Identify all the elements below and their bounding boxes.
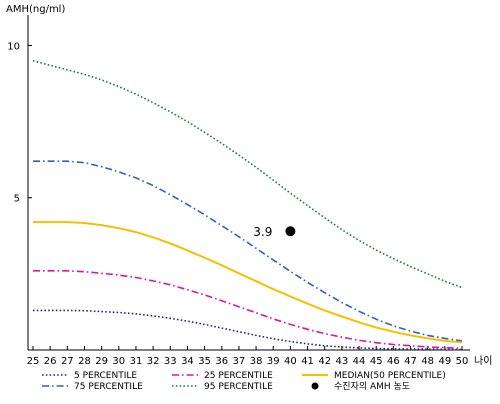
x-tick-label: 32 [147,356,160,367]
x-tick-label: 41 [301,356,314,367]
legend-label-2: MEDIAN(50 PERCENTILE) [334,371,446,381]
series-line-2 [33,160,463,342]
x-tick-label: 39 [267,356,280,367]
patient-amh-point [285,226,296,237]
series-lines [32,59,463,351]
series-line-4 [33,221,463,344]
series-line-0 [33,309,462,351]
x-tick-label: 49 [438,356,451,367]
y-axis-label: AMH(ng/ml) [6,4,65,15]
x-tick-label: 35 [198,356,211,367]
x-tick-label: 46 [387,356,400,367]
x-tick-label: 28 [78,356,91,367]
y-ticks: 5 10 [7,41,32,205]
x-tick-label: 27 [61,356,74,367]
legend-label-1: 25 PERCENTILE [204,371,273,381]
legend: 5 PERCENTILE 25 PERCENTILE MEDIAN(50 PERCE… [42,371,446,392]
x-tick-label: 25 [27,356,40,367]
patient-amh-value-label: 3.9 [253,225,272,239]
y-tick-label: 5 [14,194,20,205]
x-tick-label: 40 [284,356,297,367]
x-tick-label: 48 [421,356,434,367]
x-tick-label: 47 [404,356,417,367]
legend-label-4: 95 PERCENTILE [204,382,273,392]
x-axis-label: 나이 [474,355,492,367]
y-tick-label: 10 [7,41,20,52]
series-line-1 [33,269,463,349]
x-tick-label: 45 [370,356,383,367]
x-tick-label: 30 [112,356,125,367]
x-tick-label: 33 [164,356,177,367]
x-tick-label: 37 [233,356,246,367]
x-ticks: 25 26 27 28 29 30 31 32 33 34 35 36 37 38 39 40 41 42 43 44… [27,346,469,367]
x-tick-label: 50 [456,356,469,367]
x-tick-label: 34 [181,356,194,367]
legend-label-0: 5 PERCENTILE [74,371,137,381]
x-tick-label: 44 [353,356,366,367]
x-tick-label: 38 [250,356,263,367]
highlight-points: 3.9 [253,225,296,239]
x-tick-label: 26 [44,356,57,367]
series-line-3 [32,59,463,289]
legend-label-3: 75 PERCENTILE [74,382,143,392]
x-tick-label: 43 [336,356,349,367]
x-tick-label: 31 [130,356,143,367]
legend-point-label: 수진자의 AMH 농도 [334,381,410,392]
legend-point-marker [311,382,319,390]
x-tick-label: 29 [95,356,108,367]
x-tick-label: 42 [318,356,331,367]
x-tick-label: 36 [215,356,228,367]
